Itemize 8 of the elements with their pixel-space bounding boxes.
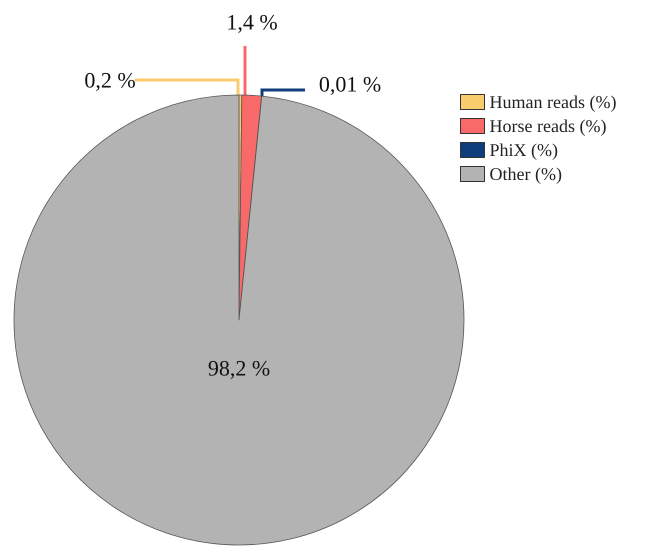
data-label: 1,4 % [226,10,278,34]
legend-label: Other (%) [490,164,562,184]
legend-label: Horse reads (%) [490,116,606,136]
legend-label: PhiX (%) [490,140,558,160]
data-label: 0,2 % [84,68,136,92]
data-label: 98,2 % [208,356,270,380]
legend-label: Human reads (%) [490,92,616,112]
data-label: 0,01 % [318,72,382,96]
